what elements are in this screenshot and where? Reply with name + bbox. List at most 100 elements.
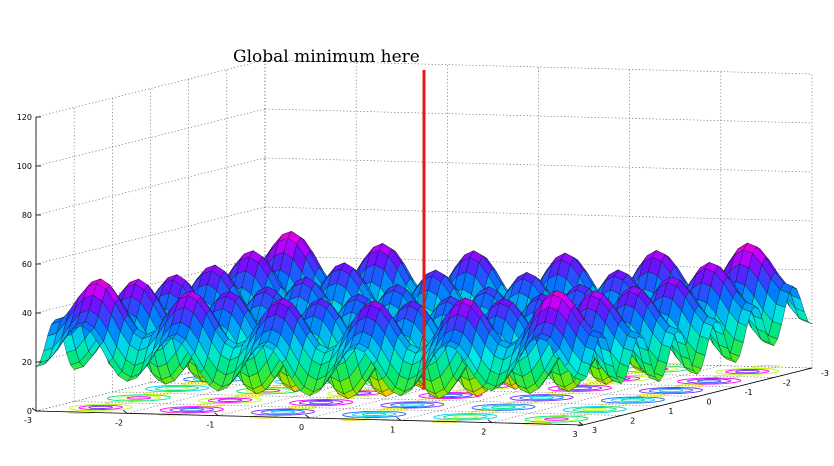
y-tick-label: 2 — [630, 417, 635, 426]
x-tick-label: 2 — [481, 428, 486, 437]
grid-line — [226, 363, 774, 378]
contour-ring — [116, 395, 161, 401]
contour-ring — [361, 412, 387, 417]
contour-ring — [342, 410, 406, 418]
grid-line — [264, 255, 813, 271]
contour-ring — [299, 399, 344, 406]
contour-ring — [715, 368, 780, 376]
y-tick — [616, 415, 622, 417]
x-tick — [578, 421, 584, 426]
contour-ring — [260, 409, 306, 415]
contour-ring — [524, 415, 589, 423]
contour-ring — [143, 391, 173, 395]
contour-ring — [696, 379, 722, 383]
contour-ring — [601, 396, 665, 404]
contour-ring — [428, 392, 473, 399]
y-tick — [692, 396, 698, 398]
contour-ring — [648, 387, 694, 394]
y-tick — [768, 377, 774, 379]
contour-ring — [145, 384, 209, 392]
contour-ring — [529, 396, 554, 400]
grid-line — [35, 59, 266, 118]
x-tick — [305, 414, 310, 419]
z-tick-label: 100 — [17, 162, 32, 171]
contour-ring — [68, 403, 133, 411]
contour-ring — [735, 369, 760, 374]
contour-ring — [196, 403, 226, 407]
contour-ring — [390, 402, 435, 408]
contour-ring — [639, 387, 703, 395]
grid-line — [264, 59, 813, 75]
contour-ring — [637, 393, 667, 398]
x-tick — [214, 412, 219, 416]
contour-ring — [217, 398, 243, 402]
x-tick-label: -3 — [24, 416, 32, 425]
contour-ring — [658, 388, 684, 393]
contour-ring — [289, 399, 353, 407]
contour-ring — [599, 403, 629, 407]
contour-ring — [78, 404, 123, 411]
contour-ring — [582, 407, 607, 412]
contour-ring — [534, 416, 579, 422]
grid-line — [150, 382, 698, 397]
contour-ring — [198, 396, 262, 404]
contour-ring — [416, 398, 446, 402]
y-tick-label: 3 — [592, 426, 597, 435]
contour-ring — [572, 406, 617, 413]
contour-ring — [107, 394, 171, 402]
y-tick-label: -2 — [783, 379, 791, 388]
contour-ring — [548, 384, 612, 392]
contour-ring — [508, 400, 538, 405]
contour-ring — [725, 368, 770, 375]
grid-line — [264, 353, 813, 369]
contour-ring — [380, 401, 445, 409]
contour-ring — [546, 391, 576, 395]
y-tick-label: -3 — [821, 369, 829, 378]
contour-ring — [687, 378, 732, 384]
grid-line — [188, 372, 736, 388]
contour-ring — [154, 385, 200, 392]
x-tick-label: 0 — [299, 423, 304, 432]
x-tick-label: -1 — [206, 421, 214, 430]
x-tick-label: 3 — [572, 430, 577, 439]
contour-ring — [561, 412, 591, 417]
contour-ring — [713, 374, 743, 379]
contour-ring — [544, 417, 569, 421]
contour-ring — [471, 403, 536, 411]
grid-line — [264, 157, 813, 173]
y-tick-label: -1 — [745, 388, 753, 397]
x-tick-label: 1 — [390, 425, 395, 434]
contour-ring — [675, 384, 705, 388]
x-tick — [396, 417, 401, 421]
contour-ring — [352, 411, 397, 418]
contour-ring — [443, 414, 488, 420]
contour-ring — [453, 415, 478, 419]
z-tick-label: 20 — [22, 358, 32, 367]
contour-ring — [752, 365, 781, 369]
x-tick-label: -2 — [115, 418, 123, 427]
z-tick-label: 60 — [22, 260, 32, 269]
contour-ring — [677, 377, 741, 385]
y-tick — [654, 405, 660, 408]
contour-ring — [378, 407, 408, 412]
contour-ring — [519, 395, 564, 401]
contour-ring — [179, 408, 205, 412]
surface-cell — [491, 381, 505, 391]
y-tick-label: 1 — [668, 407, 673, 416]
contour-ring — [234, 393, 264, 398]
contour-ring — [207, 397, 253, 403]
grid-line — [35, 157, 266, 216]
contour-ring — [287, 405, 317, 410]
contour-ring — [164, 386, 190, 391]
contour-ring — [491, 405, 516, 409]
y-tick — [577, 424, 584, 427]
y-tick — [806, 367, 813, 370]
contour-ring — [246, 388, 291, 394]
annotation-label: Global minimum here — [233, 47, 420, 67]
contour-ring — [481, 404, 526, 410]
contour-ring — [610, 397, 655, 403]
y-tick-label: 0 — [707, 398, 712, 407]
contour-ring — [433, 413, 498, 421]
z-tick-label: 120 — [17, 113, 32, 122]
